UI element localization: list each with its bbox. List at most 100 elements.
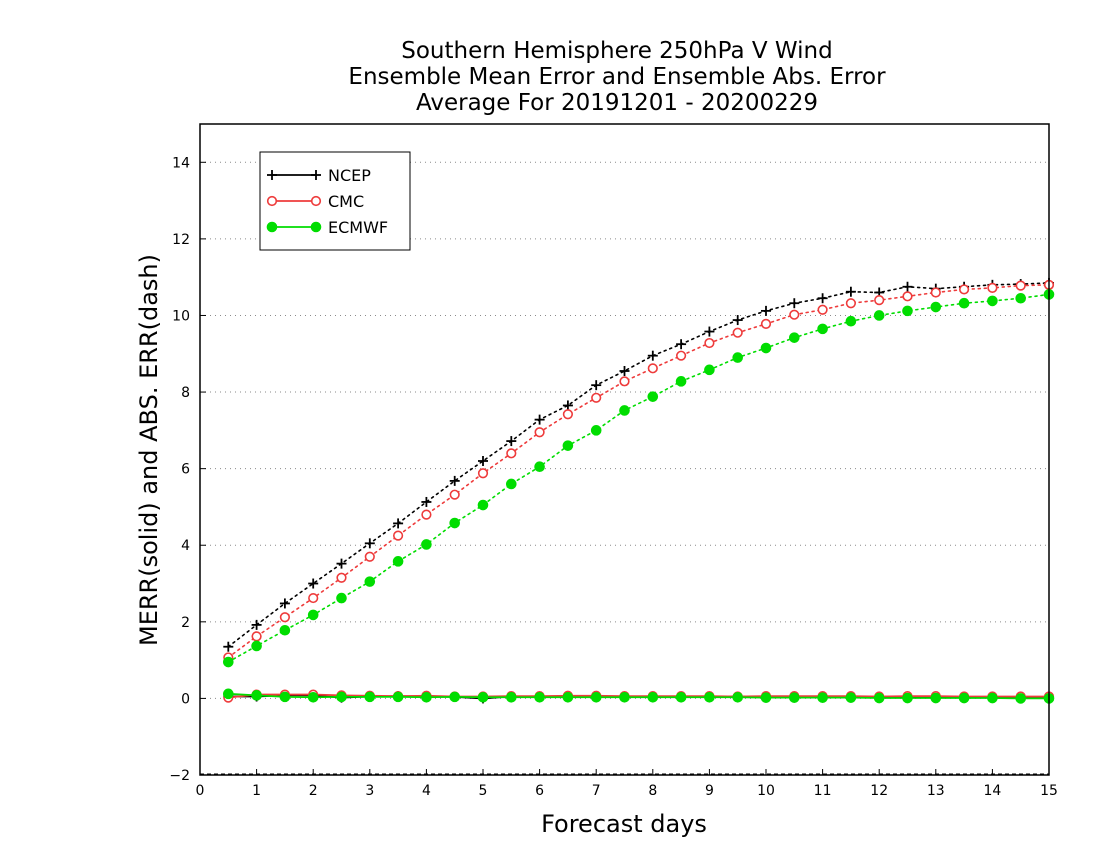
y-tick-label: 10 [172, 308, 190, 324]
abs-error-point [364, 551, 375, 562]
mean-error-point [902, 692, 913, 704]
abs-error-point [251, 640, 262, 652]
mean-error-point [760, 692, 772, 703]
mean-error-point [251, 690, 262, 701]
abs-error-point [1015, 280, 1026, 291]
abs-error-point [987, 295, 998, 307]
mean-error-point [845, 692, 857, 703]
mean-error-point [534, 691, 545, 703]
abs-error-point [534, 414, 545, 425]
abs-error-point [336, 592, 347, 604]
abs-error-line-ncep [227, 282, 1050, 648]
abs-error-point [817, 293, 828, 304]
abs-error-point [789, 309, 800, 320]
mean-error-point [562, 691, 574, 703]
mean-error-point [958, 692, 970, 704]
abs-error-point [449, 475, 460, 486]
abs-error-point [817, 304, 828, 315]
mean-error-point [817, 692, 828, 703]
plot-frame [199, 123, 1050, 776]
abs-error-point [902, 281, 913, 292]
abs-error-point [732, 352, 744, 363]
abs-error-point [675, 376, 687, 387]
abs-error-point [1015, 292, 1027, 304]
mean-error-point [421, 691, 432, 703]
mean-error-point [279, 691, 291, 703]
abs-error-line-ecmwf [227, 293, 1050, 663]
x-tick-label: 12 [870, 783, 888, 799]
x-tick-label: 5 [479, 783, 488, 799]
mean-error-point [1015, 693, 1027, 704]
x-tick-label: 15 [1040, 783, 1058, 799]
mean-error-point [873, 692, 885, 704]
abs-error-point [478, 455, 488, 466]
abs-error-point [704, 364, 715, 376]
mean-error-point [364, 691, 376, 703]
abs-error-point [336, 572, 347, 583]
abs-error-point [647, 391, 659, 402]
y-tick-label: 6 [181, 462, 190, 478]
abs-error-point [562, 440, 574, 451]
abs-error-point [958, 297, 970, 309]
legend-marker [266, 221, 278, 233]
abs-error-point [760, 342, 772, 354]
chart-title: Southern Hemisphere 250hPa V WindEnsembl… [348, 38, 886, 116]
abs-error-point [591, 392, 602, 403]
abs-error-point [647, 363, 658, 374]
y-tick-label: 2 [181, 615, 190, 631]
mean-error-point [619, 691, 630, 703]
abs-error-point [251, 619, 262, 630]
abs-error-point [421, 496, 432, 507]
x-tick-label: 13 [927, 783, 945, 799]
series-ecmwf [223, 289, 1055, 704]
mean-error-point [987, 692, 998, 704]
abs-error-point [534, 427, 545, 438]
abs-error-point [562, 409, 574, 420]
abs-error-point [732, 327, 743, 338]
mean-error-point [449, 691, 461, 703]
abs-error-point [930, 287, 941, 298]
x-tick-label: 9 [705, 783, 714, 799]
abs-error-point [930, 301, 942, 313]
series-area [223, 277, 1055, 704]
x-tick-label: 6 [535, 783, 544, 799]
mean-error-point [590, 691, 602, 703]
abs-error-point [562, 400, 573, 411]
abs-error-point [902, 305, 913, 317]
abs-error-point [364, 538, 375, 549]
mean-error-point [930, 692, 942, 704]
y-tick-label: 12 [172, 232, 190, 248]
abs-error-point [308, 592, 319, 604]
abs-error-point [279, 612, 291, 623]
legend-box [259, 151, 411, 251]
abs-error-point [393, 530, 404, 541]
abs-error-point [590, 425, 602, 436]
abs-error-point [308, 578, 319, 589]
legend-marker [266, 195, 278, 207]
chart-title-line: Southern Hemisphere 250hPa V Wind [401, 38, 832, 64]
abs-error-point [760, 318, 772, 329]
mean-error-point [392, 691, 404, 703]
legend-label: ECMWF [328, 218, 388, 237]
series-ncep [223, 277, 1054, 704]
abs-error-point [619, 365, 630, 376]
abs-error-point [789, 298, 800, 309]
mean-error-point [336, 691, 347, 703]
abs-error-point [392, 556, 404, 567]
x-tick-label: 7 [592, 783, 601, 799]
abs-error-point [619, 405, 630, 416]
abs-error-point [761, 305, 771, 316]
abs-error-point [873, 310, 885, 321]
abs-error-point [591, 380, 602, 391]
legend-label: CMC [328, 192, 364, 211]
y-tick-label: 14 [172, 155, 190, 171]
abs-error-point [874, 295, 885, 306]
abs-error-point [817, 323, 828, 335]
mean-error-point [675, 691, 687, 703]
abs-error-point [704, 326, 715, 337]
abs-error-point [421, 509, 432, 520]
x-axis-label: Forecast days [541, 810, 707, 838]
series-cmc [223, 279, 1055, 703]
